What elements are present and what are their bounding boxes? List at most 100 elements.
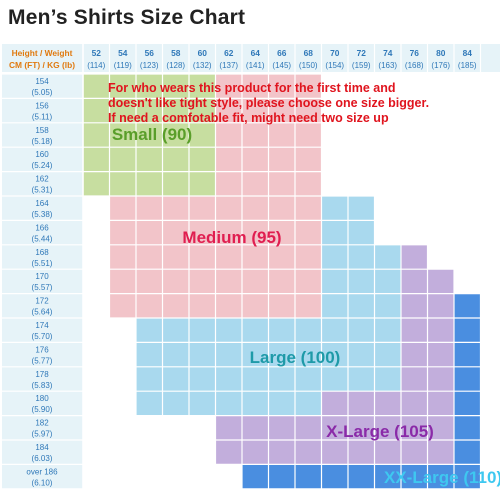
size-cell [401,391,428,416]
weight-lb-label: (176) [431,61,450,70]
size-cell [401,318,428,343]
size-cell [454,391,481,416]
size-cell [401,122,428,148]
size-advice-note: doesn't like tight style, please choose … [108,96,429,110]
size-cell [83,171,110,196]
size-cell [83,98,110,123]
size-cell [374,196,401,221]
height-cm-label: 172 [35,297,49,306]
size-cell [109,171,136,196]
size-cell [162,196,189,221]
height-ft-label: (5.64) [32,308,53,317]
size-cell [295,464,322,489]
size-cell [242,74,269,99]
size-cell [242,98,269,123]
size-cell [295,269,322,294]
weight-lb-label: (154) [325,61,344,70]
size-cell [215,171,242,196]
size-cell [162,269,189,294]
size-cell [454,74,481,99]
height-ft-label: (5.70) [32,332,53,341]
size-cell [162,440,189,465]
size-cell [189,269,216,294]
size-cell [374,269,401,294]
size-cell [215,391,242,416]
size-cell [427,244,454,270]
size-cell [321,220,348,245]
size-cell [242,366,269,392]
size-cell [162,293,189,318]
size-cell [374,391,401,416]
size-cell [215,122,242,148]
size-cell [242,244,269,270]
size-cell [242,147,269,172]
size-cell [427,171,454,196]
height-ft-label: (5.18) [32,137,53,146]
height-cm-label: 180 [35,394,49,403]
size-cell [401,293,428,318]
size-cell [83,196,110,221]
height-cm-label: 176 [35,345,49,354]
size-cell [348,171,375,196]
weight-kg-label: 66 [277,48,287,58]
size-cell [215,98,242,123]
size-cell [321,440,348,465]
size-cell [454,293,481,318]
size-cell [189,342,216,367]
size-cell [162,391,189,416]
size-cell [162,98,189,123]
size-cell [268,220,295,245]
size-cell [321,122,348,148]
height-cm-label: 182 [35,419,49,428]
size-cell [268,147,295,172]
size-cell [215,244,242,270]
height-cm-label: 184 [35,443,49,452]
size-cell [162,244,189,270]
size-cell [348,244,375,270]
size-cell [454,415,481,440]
size-cell [268,464,295,489]
corner-label-units: CM (FT) / KG (lb) [9,60,75,70]
size-cell [189,244,216,270]
height-ft-label: (5.57) [32,283,53,292]
size-label-medium: Medium (95) [182,228,281,247]
size-cell [401,464,428,489]
size-cell [215,318,242,343]
size-cell [427,98,454,123]
size-cell [162,122,189,148]
height-ft-label: (5.44) [32,234,53,243]
size-cell [215,293,242,318]
size-cell [189,440,216,465]
size-cell [268,196,295,221]
size-cell [109,391,136,416]
size-cell [427,122,454,148]
height-cm-label: 168 [35,248,49,257]
size-cell [295,122,322,148]
size-cell [109,342,136,367]
size-cell [215,415,242,440]
size-cell [83,440,110,465]
size-cell [401,342,428,367]
size-cell [374,342,401,367]
size-cell [215,196,242,221]
size-cell [83,293,110,318]
size-cell [242,220,269,245]
size-cell [109,464,136,489]
size-cell [374,244,401,270]
size-cell [136,464,163,489]
size-cell [136,269,163,294]
size-cell [295,74,322,99]
size-cell [162,366,189,392]
weight-lb-label: (119) [114,61,132,70]
size-cell [83,220,110,245]
size-cell [109,147,136,172]
size-cell [348,391,375,416]
weight-kg-label: 72 [357,48,367,58]
size-cell [454,220,481,245]
size-cell [109,74,136,99]
size-cell [321,318,348,343]
size-cell [401,269,428,294]
size-cell [189,391,216,416]
weight-kg-label: 58 [171,48,181,58]
